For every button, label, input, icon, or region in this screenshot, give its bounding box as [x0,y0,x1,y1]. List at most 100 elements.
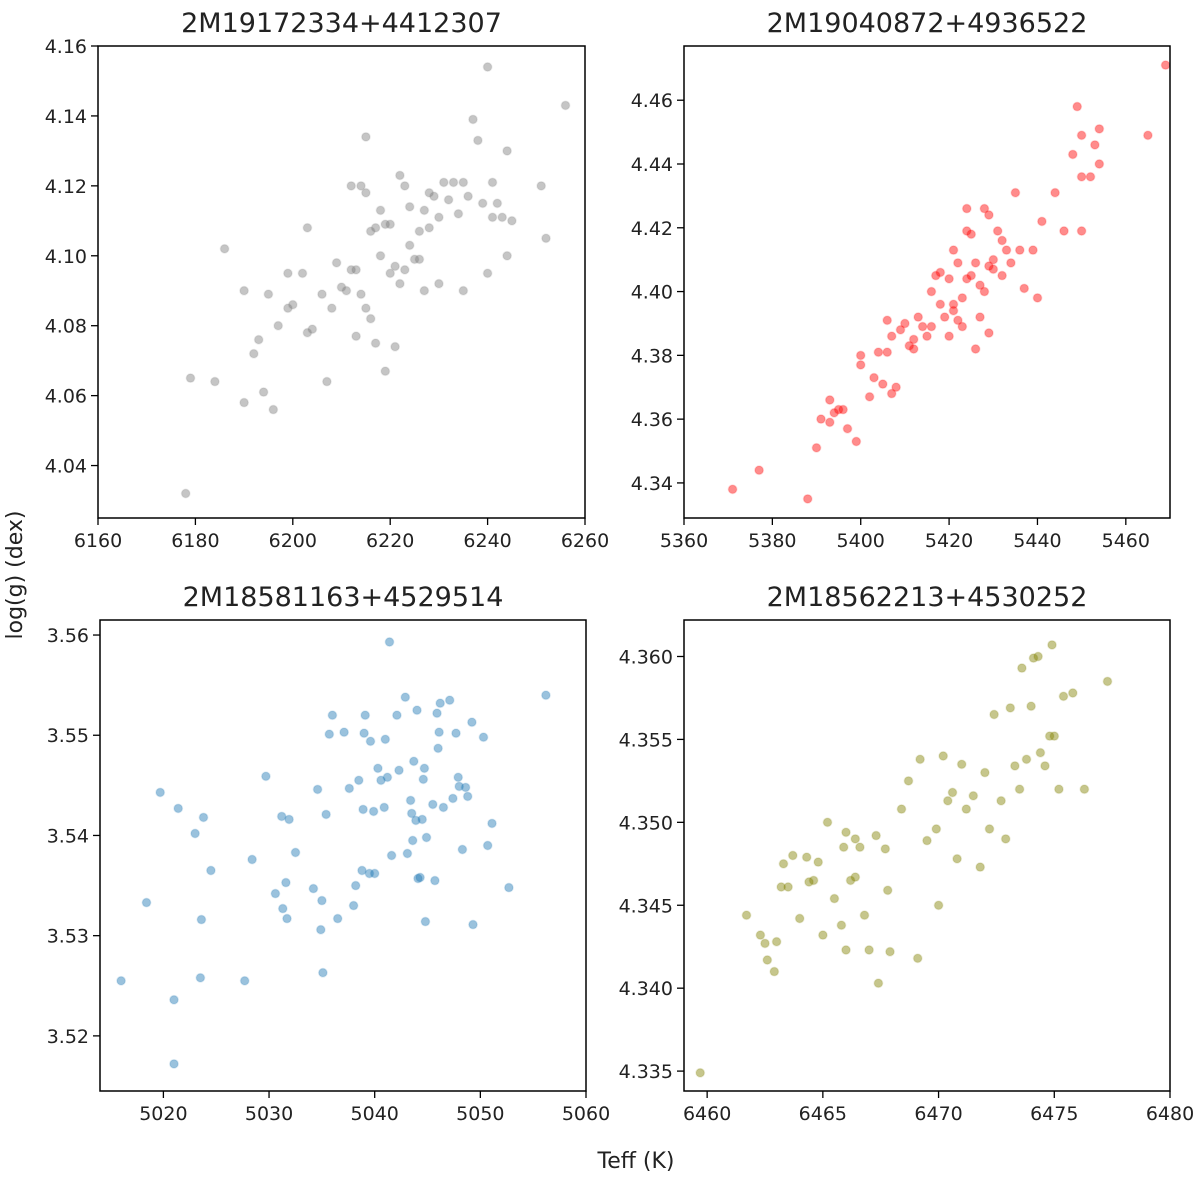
scatter-point [433,278,444,289]
scatter-point [358,804,369,815]
scatter-point [365,736,376,747]
scatter-point [384,637,395,647]
x-tick-label: 6480 [1146,1103,1194,1125]
scatter-point [357,865,367,876]
scatter-point [368,806,379,817]
scatter-point [429,875,440,886]
scatter-point [273,320,284,331]
scatter-point [838,404,849,415]
scatter-point [1076,171,1087,182]
scatter-point [1094,123,1105,134]
scatter-point [404,240,415,251]
scatter-point [813,857,824,868]
scatter-point [961,273,972,284]
scatter-point [414,254,425,265]
y-tick-label: 4.34 [631,473,673,495]
scatter-point [1102,676,1113,687]
scatter-point [307,324,318,335]
scatter-point [938,751,949,761]
scatter-point [382,772,393,783]
scatter-point [351,264,362,275]
scatter-point [841,827,851,838]
scatter-point [997,270,1008,281]
scatter-point [850,833,861,844]
scatter-point [983,210,994,220]
y-tick-label: 4.355 [619,729,673,751]
scatter-point [762,955,773,965]
y-tick-label: 4.42 [631,218,673,240]
x-tick-label: 5030 [245,1103,293,1125]
scatter-point [457,844,468,855]
scatter-point [312,784,323,795]
scatter-point [917,321,928,332]
y-tick-label: 4.38 [631,345,673,367]
scatter-point [891,382,902,393]
scatter-point [341,285,352,296]
scatter-point [276,811,287,822]
y-tick-label: 4.44 [631,154,673,176]
scatter-point [180,488,191,499]
scatter-point [302,222,313,233]
scatter-point [370,338,381,349]
scatter-point [451,728,461,739]
x-tick-label: 6460 [683,1103,731,1125]
scatter-point [755,930,766,941]
y-tick-label: 4.12 [45,176,87,198]
y-tick-label: 4.46 [631,90,673,112]
scatter-point [1005,257,1016,268]
scatter-point [394,170,405,181]
scatter-point [873,347,884,358]
scatter-point [540,690,551,701]
scatter-point [263,289,274,300]
scatter-point [873,978,884,989]
scatter-point [536,180,547,191]
scatter-point [802,493,813,504]
scatter-point [413,873,423,884]
scatter-point [380,219,391,230]
scatter-point [443,194,454,205]
panel-title: 2M19040872+4936522 [767,8,1088,39]
scatter-point [410,815,421,826]
scatter-point [317,289,327,300]
scatter-point [952,853,963,864]
scatter-point [824,395,835,405]
scatter-point [421,832,432,843]
scatter-point [400,692,411,703]
scatter-point [935,267,946,278]
scatter-point [996,795,1007,806]
y-tick-label: 3.56 [47,625,89,647]
scatter-point [454,781,465,792]
scatter-point [1014,784,1025,795]
scatter-point [979,203,990,214]
y-tick-label: 4.335 [619,1061,673,1083]
scatter-point [948,245,959,256]
panel-2m19172334: 2M19172334+4412307 6160 6180 6200 6220 6240 62… [45,8,609,552]
scatter-point [360,187,371,198]
scatter-point [376,775,386,786]
scatter-point [497,212,508,223]
scatter-point [1059,226,1069,236]
y-tick-label: 4.06 [45,386,87,408]
plot-frame [683,45,1171,519]
scatter-point [970,344,981,354]
scatter-point [896,804,907,815]
scatter-point [975,312,985,323]
x-tick-label: 5040 [351,1103,399,1125]
scatter-point [315,924,326,935]
scatter-point [407,835,418,846]
scatter-point [268,404,279,415]
scatter-point [399,180,410,191]
scatter-point [492,198,503,209]
scatter-point [829,893,840,904]
scatter-point [248,348,259,359]
x-tick-label: 6200 [269,530,317,552]
scatter-point [948,299,959,310]
scatter-point [776,882,787,892]
y-tick-label: 4.10 [45,246,87,268]
scatter-point [1053,784,1064,795]
panel-2m18581163: 2M18581163+4529514 5020 5030 5040 5050 5060 3.… [47,582,610,1125]
scatter-point [817,930,828,941]
scatter-point [356,289,366,300]
scatter-point [390,341,401,352]
scatter-point [1142,130,1153,141]
